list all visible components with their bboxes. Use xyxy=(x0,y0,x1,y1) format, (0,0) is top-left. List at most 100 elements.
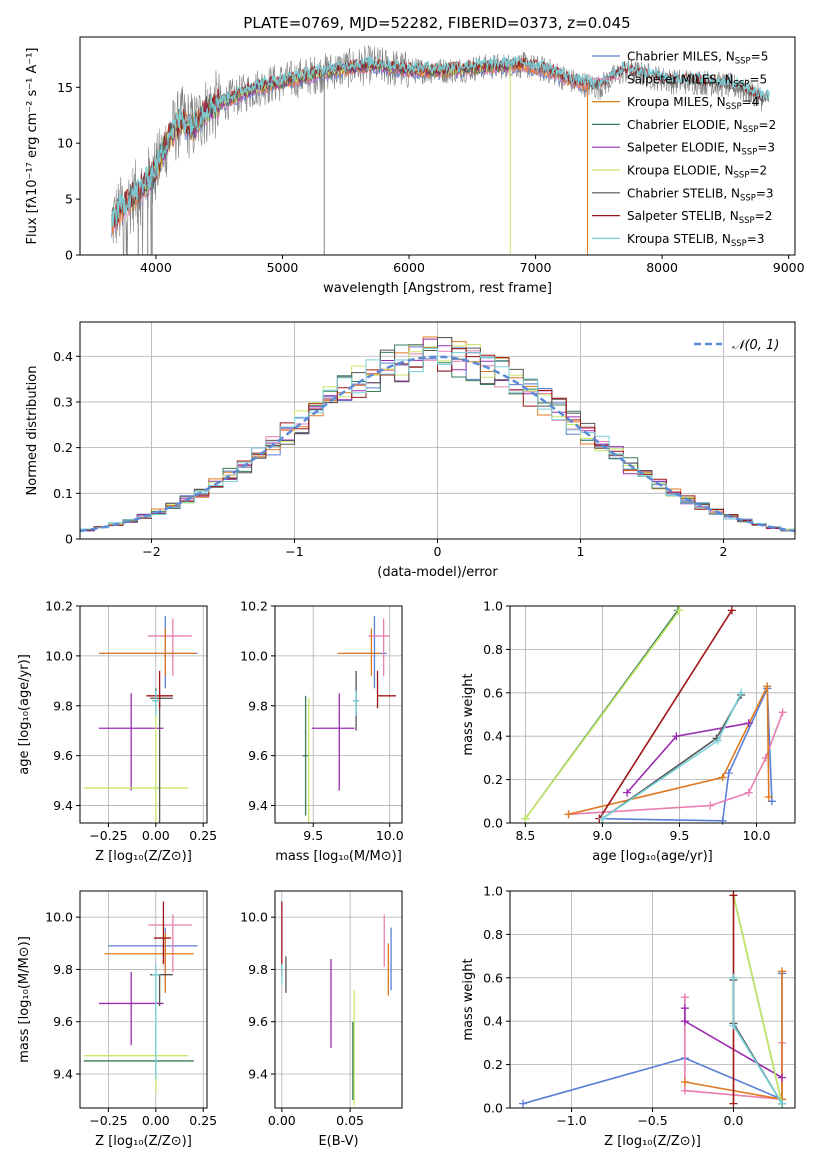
series-line-kroupa_stelib xyxy=(601,692,742,820)
series-marker-salpeter_elodie xyxy=(672,732,681,741)
y-tick-label: 10 xyxy=(57,136,73,151)
legend-label: Salpeter ELODIE, NSSP=3 xyxy=(627,141,775,158)
panel-mass-weight-vs-Z xyxy=(510,890,795,1109)
x-axis-label: wavelength [Angstrom, rest frame] xyxy=(323,281,552,296)
legend-subscript: SSP xyxy=(739,216,755,226)
legend-count: =5 xyxy=(749,72,767,86)
axes-frame xyxy=(79,890,208,1109)
series-marker-salpeter_stelib xyxy=(729,1099,738,1108)
y-axis-label: age [log₁₀(age/yr)] xyxy=(17,654,32,775)
y-tick-label: 15 xyxy=(57,80,73,95)
legend-count: =2 xyxy=(759,118,777,132)
x-tick-label: −0.25 xyxy=(89,1113,127,1128)
x-tick-label: 0.00 xyxy=(142,1113,170,1128)
normal-pdf-curve xyxy=(80,355,795,533)
panel-age-vs-mass xyxy=(275,605,402,823)
legend-label: Chabrier MILES, NSSP=5 xyxy=(627,50,768,67)
y-tick-label: 9.4 xyxy=(248,1067,268,1082)
series-marker-chabrier_miles xyxy=(718,816,727,825)
axes-frame xyxy=(79,605,208,824)
y-tick-label: 9.8 xyxy=(53,698,73,713)
x-tick-label: 0.05 xyxy=(336,1113,364,1128)
x-tick-label: 0.25 xyxy=(189,1113,217,1128)
x-tick-label: 5000 xyxy=(267,260,299,275)
y-tick-label: 10.0 xyxy=(240,648,268,663)
y-tick-label: 10.2 xyxy=(240,599,268,614)
residual-plot xyxy=(80,336,795,533)
y-tick-label: 9.4 xyxy=(53,1067,73,1082)
series-marker-kroupa_elodie xyxy=(675,606,684,615)
y-tick-label: 1.0 xyxy=(483,884,503,899)
series-marker-salpeter_miles xyxy=(778,708,787,717)
legend-subscript: SSP xyxy=(735,57,751,67)
y-tick-label: 9.8 xyxy=(248,962,268,977)
axes-mass-weight-vs-Z: −1.0 −0.5 0.0 0.0 0.2 0.4 0.6 0.8 1.0 Z [log₁₀(Z/… xyxy=(461,884,796,1149)
x-tick-label: 0.00 xyxy=(142,828,170,843)
y-tick-label: 9.8 xyxy=(248,698,268,713)
y-tick-label: 0.0 xyxy=(483,1101,503,1116)
axes-spectrum: 4000 5000 6000 7000 8000 9000 0 5 10 15 wavelength… xyxy=(25,36,805,296)
series-marker-salpeter_elodie xyxy=(778,1073,787,1082)
x-tick-label: −1.0 xyxy=(556,1113,586,1128)
y-axis-label: Flux [fλ10⁻¹⁷ erg cm⁻² s⁻¹ A⁻¹] xyxy=(25,48,40,245)
errorbars-age-vs-mass xyxy=(302,615,396,823)
residual-histograms xyxy=(80,336,795,533)
x-tick-label: −0.25 xyxy=(89,828,127,843)
axes-age-vs-Z: −0.25 0.00 0.25 9.4 9.6 9.8 10.0 10.2 Z [log₁₀(Z… xyxy=(17,599,217,865)
x-tick-label: 8000 xyxy=(646,260,678,275)
x-tick-label: 9.5 xyxy=(303,828,323,843)
x-tick-label: 10.0 xyxy=(743,828,771,843)
series-line-salpeter_miles xyxy=(568,712,784,816)
axes-frame xyxy=(274,890,403,1109)
legend-count: =4 xyxy=(742,95,760,109)
y-tick-label: 0.4 xyxy=(483,729,503,744)
residual-legend: 𝒩(0, 1) xyxy=(694,338,779,353)
legend-count: =2 xyxy=(749,164,767,178)
y-tick-label: 10.0 xyxy=(240,910,268,925)
x-tick-label: 6000 xyxy=(393,260,425,275)
series-marker-kroupa_stelib xyxy=(778,1099,787,1108)
y-tick-label: 0 xyxy=(65,248,73,263)
series-marker-kroupa_stelib xyxy=(729,1021,738,1030)
panel-mass-vs-Z xyxy=(80,891,207,1108)
series-marker-chabrier_miles xyxy=(767,797,776,806)
y-tick-label: 0.3 xyxy=(53,394,73,409)
x-tick-label: 0 xyxy=(434,544,442,559)
panel-age-vs-Z xyxy=(80,605,207,823)
legend-subscript: SSP xyxy=(734,171,750,181)
x-tick-label: −1 xyxy=(285,544,303,559)
x-tick-label: −2 xyxy=(142,544,160,559)
series-line-salpeter_stelib xyxy=(598,609,733,820)
y-tick-label: 0.8 xyxy=(483,642,503,657)
legend-subscript: SSP xyxy=(726,102,742,112)
y-tick-label: 9.6 xyxy=(53,748,73,763)
errorbars-mass-vs-EBV xyxy=(281,901,392,1106)
spectrum-plot xyxy=(111,44,770,255)
axes-residuals: −2 −1 0 1 2 0 0.1 0.2 0.3 0.4 (data-model)/error No… xyxy=(25,321,796,580)
series-marker-chabrier_miles xyxy=(724,769,733,778)
series-marker-salpeter_miles xyxy=(744,788,753,797)
x-tick-label: 0.00 xyxy=(268,1113,296,1128)
axes-frame xyxy=(274,605,403,824)
x-tick-label: 0.0 xyxy=(724,1113,744,1128)
figure-title: PLATE=0769, MJD=52282, FIBERID=0373, z=0… xyxy=(243,14,630,32)
x-axis-label: Z [log₁₀(Z/Z⊙)] xyxy=(95,849,192,864)
x-tick-label: −0.5 xyxy=(637,1113,667,1128)
legend-label: Chabrier STELIB, NSSP=3 xyxy=(627,186,774,203)
x-tick-label: 10.0 xyxy=(376,828,404,843)
model-spectrum-kroupa_stelib xyxy=(111,55,770,228)
y-tick-label: 0.6 xyxy=(483,685,503,700)
series-marker-kroupa_miles xyxy=(778,967,787,976)
series-marker-kroupa_stelib xyxy=(598,814,607,823)
y-tick-label: 0.6 xyxy=(483,970,503,985)
series-line-chabrier_stelib xyxy=(601,694,742,820)
spectrum-legend: Chabrier MILES, NSSP=5 Salpeter MILES, NS… xyxy=(592,50,776,249)
x-tick-label: 1 xyxy=(577,544,585,559)
series-marker-kroupa_miles xyxy=(718,773,727,782)
legend-label: Kroupa ELODIE, NSSP=2 xyxy=(627,164,767,181)
x-tick-label: 9000 xyxy=(773,260,805,275)
series-marker-salpeter_elodie xyxy=(680,1017,689,1026)
series-marker-kroupa_stelib xyxy=(737,688,746,697)
x-tick-label: 9.0 xyxy=(592,828,612,843)
y-tick-label: 0.2 xyxy=(483,1057,503,1072)
